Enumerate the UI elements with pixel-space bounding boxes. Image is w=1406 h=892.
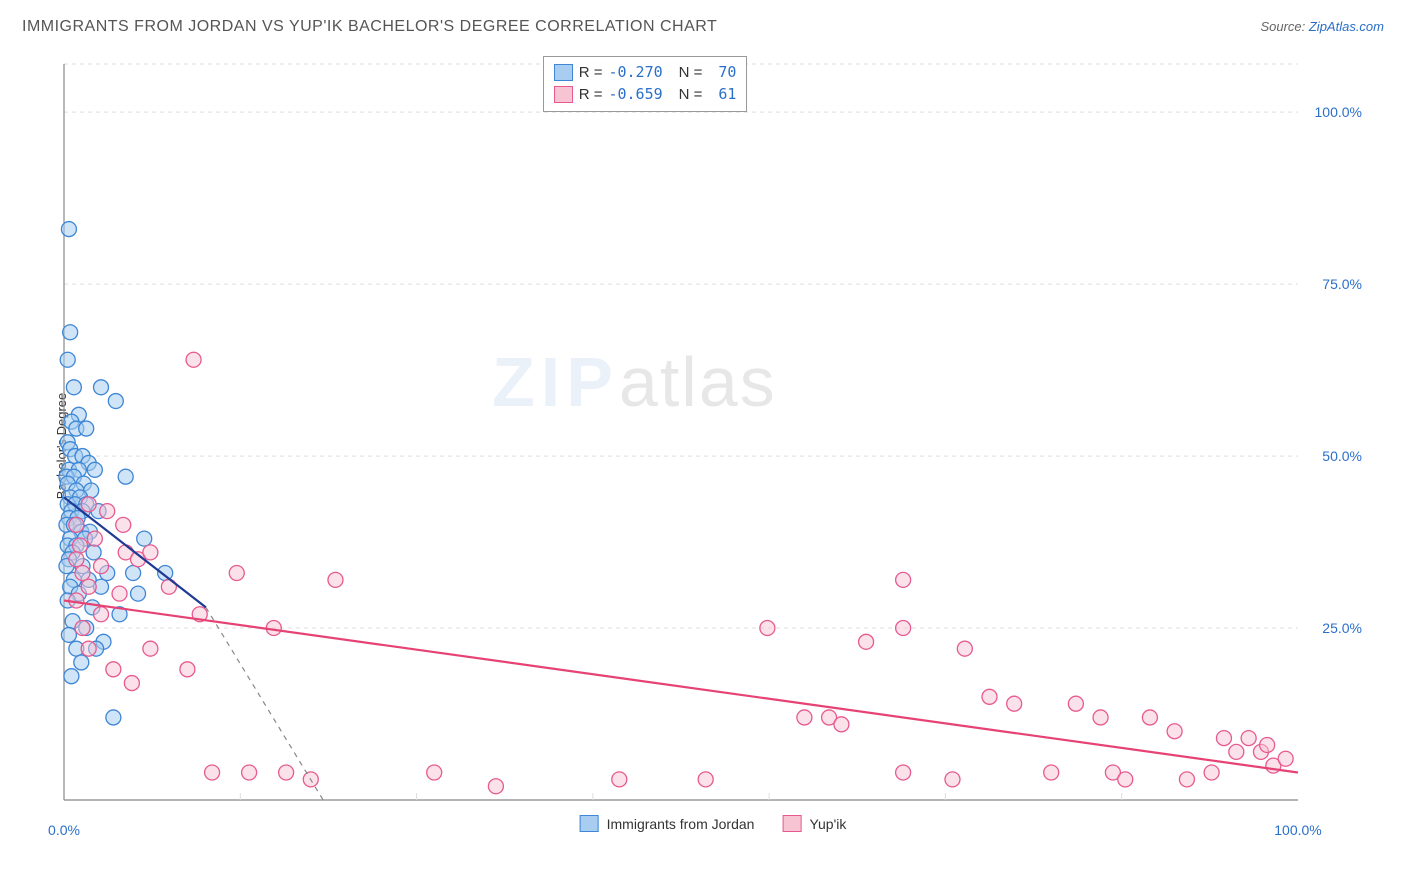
y-tick-label: 100.0% xyxy=(1315,104,1362,120)
legend-label: Immigrants from Jordan xyxy=(607,816,755,832)
chart-header: IMMIGRANTS FROM JORDAN VS YUP'IK BACHELO… xyxy=(22,18,1384,36)
stats-row: R = -0.659 N = 61 xyxy=(554,83,737,105)
legend-swatch xyxy=(580,815,599,832)
source-attribution: Source: ZipAtlas.com xyxy=(1260,19,1384,34)
series-swatch xyxy=(554,86,573,103)
chart-plot-area: ZIPatlas R = -0.270N = 70R = -0.659N = 6… xyxy=(58,54,1368,834)
r-label: R = xyxy=(579,86,603,103)
x-tick-label: 0.0% xyxy=(48,822,80,838)
source-link[interactable]: ZipAtlas.com xyxy=(1309,19,1384,34)
legend-swatch xyxy=(782,815,801,832)
legend-item: Yup'ik xyxy=(782,815,846,832)
scatter-svg xyxy=(58,54,1368,834)
y-tick-label: 75.0% xyxy=(1322,276,1362,292)
x-tick-label: 100.0% xyxy=(1274,822,1321,838)
r-label: R = xyxy=(579,64,603,81)
legend-label: Yup'ik xyxy=(809,816,846,832)
y-tick-label: 25.0% xyxy=(1322,620,1362,636)
stats-row: R = -0.270 N = 70 xyxy=(554,61,737,83)
chart-title: IMMIGRANTS FROM JORDAN VS YUP'IK BACHELO… xyxy=(22,18,717,36)
n-label: N = xyxy=(679,64,703,81)
correlation-stats-box: R = -0.270 N = 70 R = -0.659 N = 61 xyxy=(543,56,748,112)
y-tick-label: 50.0% xyxy=(1322,448,1362,464)
r-value: -0.270 xyxy=(608,63,662,81)
legend-item: Immigrants from Jordan xyxy=(580,815,755,832)
series-legend: Immigrants from Jordan Yup'ik xyxy=(580,815,847,832)
n-value: 70 xyxy=(708,63,736,81)
r-value: -0.659 xyxy=(608,85,662,103)
series-swatch xyxy=(554,64,573,81)
n-label: N = xyxy=(679,86,703,103)
n-value: 61 xyxy=(708,85,736,103)
